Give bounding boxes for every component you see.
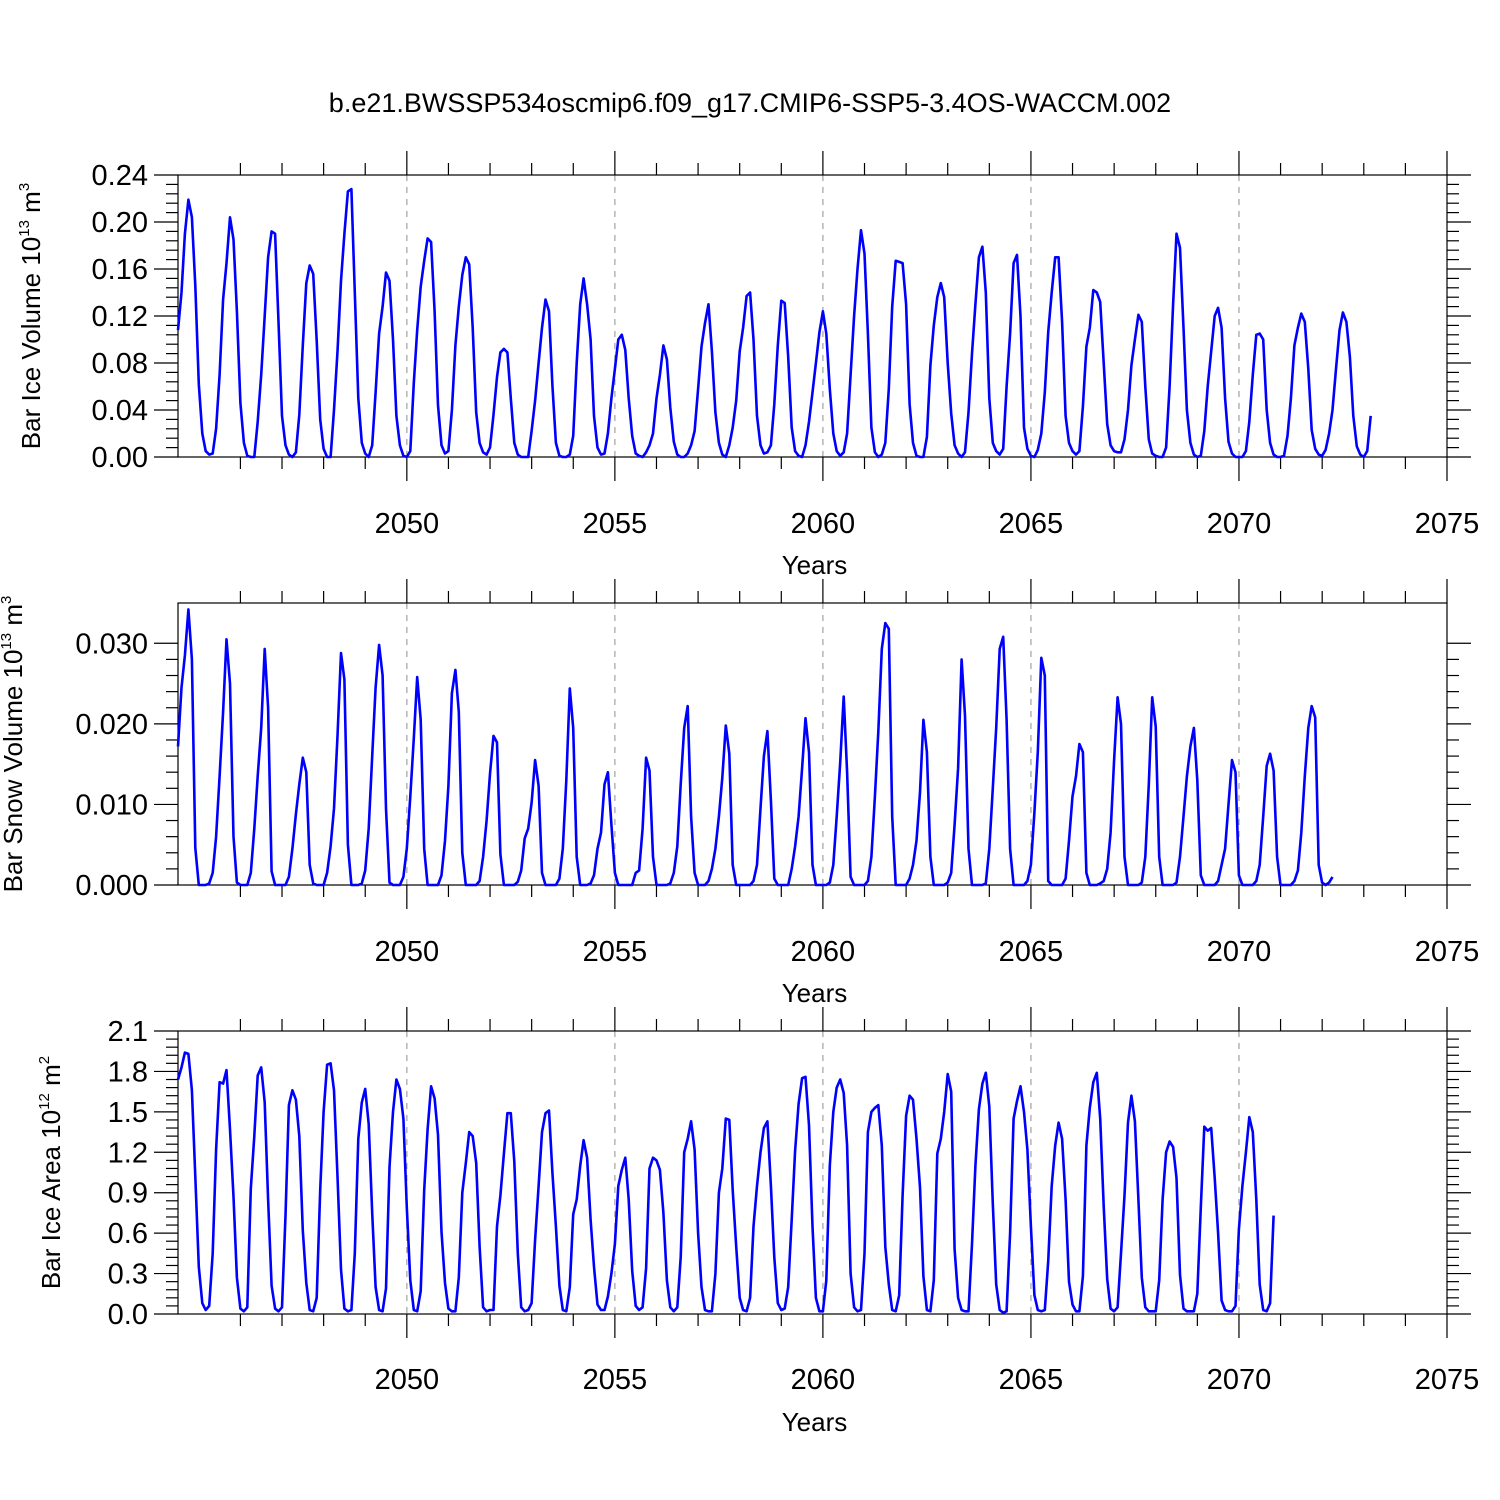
y-axis-title-text: Bar Snow Volume 10 [0,650,28,893]
x-axis-title: Years [782,978,848,1008]
x-tick-label: 2065 [999,508,1064,540]
x-tick-label: 2050 [375,936,440,968]
y-axis-title-unit: m [36,1064,66,1093]
y-tick-label: 0.0 [108,1299,148,1331]
x-tick-label: 2050 [375,1364,440,1396]
y-axis-title-unit: m [16,191,46,220]
y-tick-label: 0.04 [92,395,148,427]
x-tick-label: 2075 [1415,1364,1480,1396]
y-axis-title-unit-exponent: 2 [36,1056,53,1064]
y-tick-label: 0.030 [75,628,148,660]
x-tick-label: 2060 [791,1364,856,1396]
y-axis-title-exponent: 13 [0,633,15,650]
y-tick-label: 0.020 [75,709,148,741]
y-tick-label: 0.12 [92,301,148,333]
y-axis-title-unit: m [0,604,28,633]
y-tick-label: 1.2 [108,1137,148,1169]
panel-ice-volume: 0.00 0.04 0.08 0.12 0.16 0.20 0.24 2050 2055 2060… [16,151,1479,580]
y-axis-title: Bar Ice Volume 1013 m3 [16,183,46,449]
y-tick-label: 0.3 [108,1259,148,1291]
plots-container: 0.00 0.04 0.08 0.12 0.16 0.20 0.24 2050 2055 2060… [0,151,1479,1437]
x-tick-label: 2065 [999,936,1064,968]
y-tick-label: 0.9 [108,1178,148,1210]
series-line-snow-volume [176,608,1334,887]
y-tick-label: 1.5 [108,1097,148,1129]
x-tick-label: 2055 [583,1364,648,1396]
x-tick-label: 2075 [1415,508,1480,540]
y-tick-label: 1.8 [108,1056,148,1088]
x-tick-label: 2055 [583,508,648,540]
x-tick-label: 2065 [999,1364,1064,1396]
series-line-ice-volume [176,187,1372,459]
x-axis-title: Years [782,1407,848,1437]
panel-ice-area: 0.0 0.3 0.6 0.9 1.2 1.5 1.8 2.1 2050 2055 2060 2065… [36,1007,1479,1437]
x-tick-label: 2055 [583,936,648,968]
y-tick-label: 0.00 [92,442,148,474]
series-line-ice-area [176,1051,1275,1314]
y-axis-title-text: Bar Ice Area 10 [36,1110,66,1289]
chart-title: b.e21.BWSSP534oscmip6.f09_g17.CMIP6-SSP5… [329,88,1171,118]
y-tick-label: 2.1 [108,1016,148,1048]
plot-frame [177,174,1448,458]
y-tick-label: 0.6 [108,1218,148,1250]
y-axis-title-exponent: 13 [16,220,33,237]
x-tick-label: 2070 [1207,1364,1272,1396]
x-tick-label: 2060 [791,936,856,968]
x-tick-label: 2060 [791,508,856,540]
y-tick-label: 0.20 [92,207,148,239]
y-axis-title: Bar Ice Area 1012 m2 [36,1056,66,1289]
y-tick-label: 0.24 [92,160,148,192]
x-tick-label: 2070 [1207,936,1272,968]
y-tick-label: 0.16 [92,254,148,286]
x-tick-label: 2050 [375,508,440,540]
plot-frame [177,1030,1448,1315]
y-axis-title-exponent: 12 [36,1093,53,1110]
x-axis-title: Years [782,550,848,580]
y-tick-label: 0.000 [75,870,148,902]
x-tick-label: 2075 [1415,936,1480,968]
x-tick-label: 2070 [1207,508,1272,540]
y-tick-label: 0.08 [92,348,148,380]
y-axis-title-unit-exponent: 3 [0,596,15,604]
panel-snow-volume: 0.000 0.010 0.020 0.030 2050 2055 2060 2065 2070… [0,579,1479,1008]
y-axis-title-unit-exponent: 3 [16,183,33,191]
y-tick-label: 0.010 [75,789,148,821]
y-axis-title-text: Bar Ice Volume 10 [16,237,46,449]
y-axis-title: Bar Snow Volume 1013 m3 [0,596,28,893]
